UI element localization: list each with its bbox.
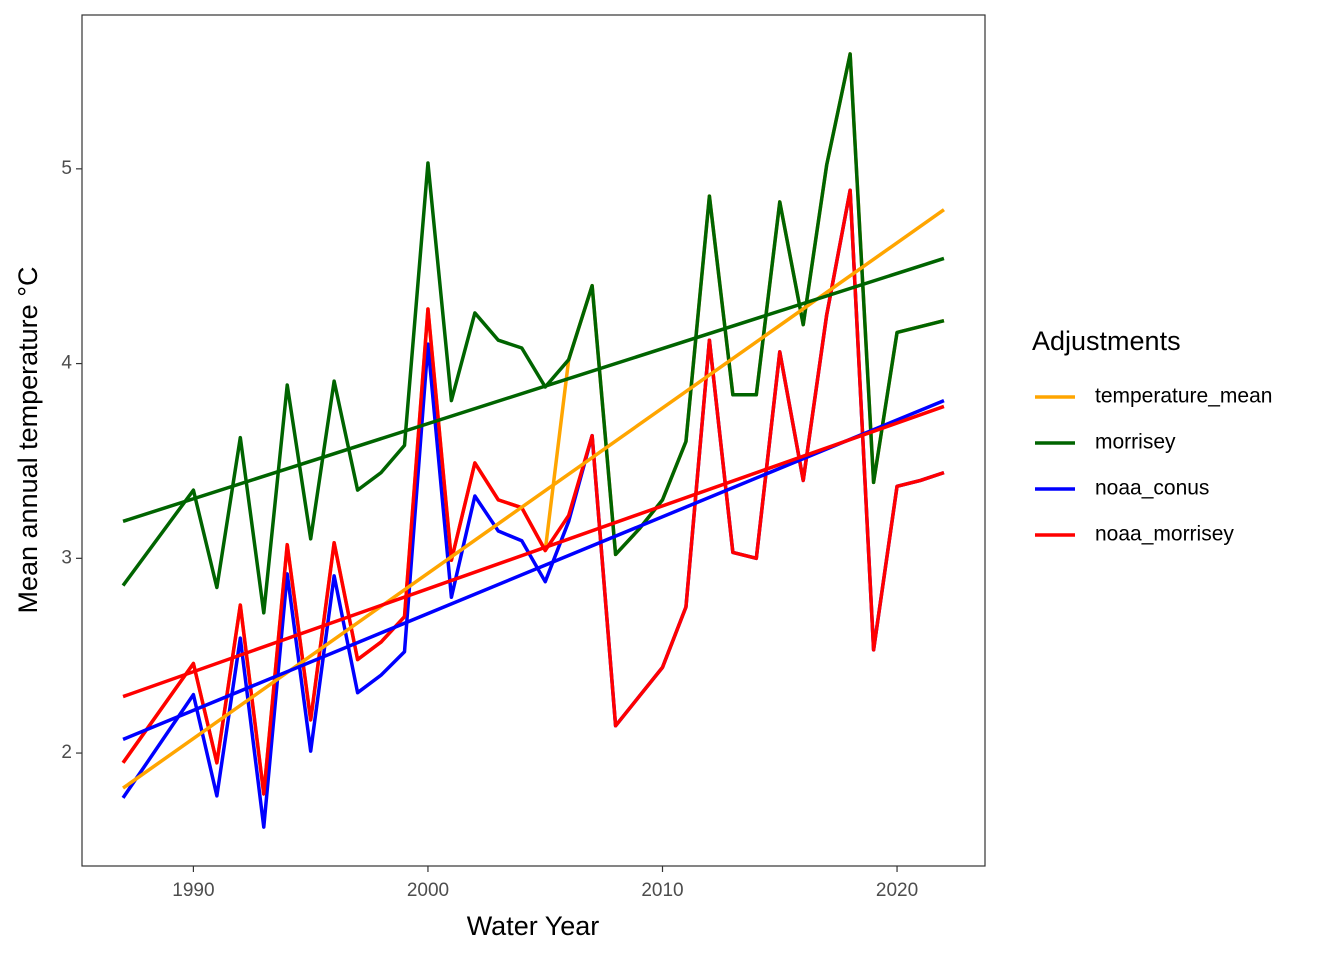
legend-label: morrisey [1095,431,1176,454]
y-tick-label: 2 [61,742,72,763]
legend-label: noaa_morrisey [1095,523,1234,546]
series-line [121,52,945,615]
trend-line [122,208,945,790]
trend-line [122,398,945,742]
legend-title: Adjustments [1032,326,1181,356]
trend-line [122,404,945,699]
legend-label: temperature_mean [1095,385,1272,408]
y-tick-label: 4 [61,353,72,374]
legend-label: noaa_conus [1095,477,1209,500]
y-tick-label: 5 [61,158,72,179]
y-tick-label: 3 [61,547,72,568]
x-tick-label: 1990 [172,880,214,901]
x-axis-title: Water Year [467,911,600,941]
series-line [121,188,945,796]
x-tick-label: 2010 [641,880,683,901]
y-axis-title: Mean annual temperature °C [13,267,43,614]
x-tick-label: 2020 [876,880,918,901]
plot-panel [81,14,986,867]
trend-line [122,256,945,523]
x-tick-label: 2000 [407,880,449,901]
